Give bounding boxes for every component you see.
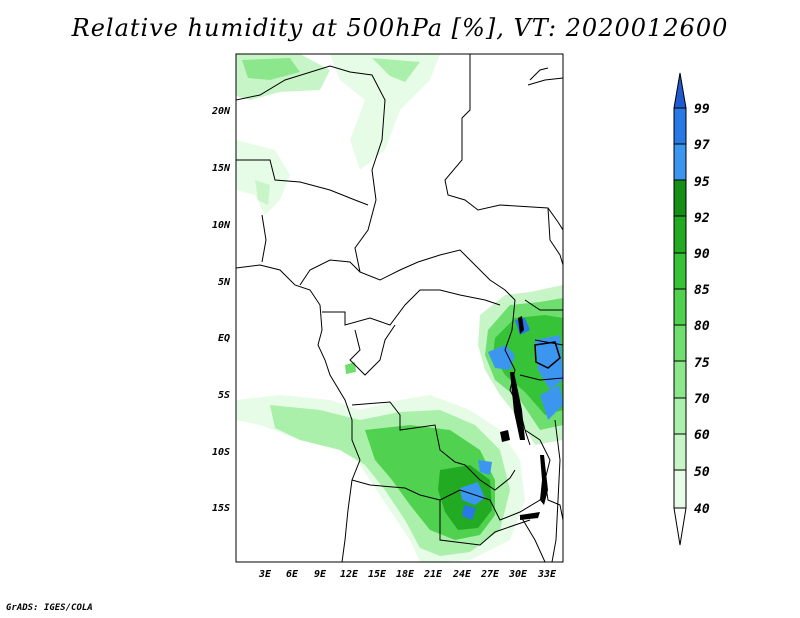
lat-tick-label: EQ	[218, 333, 230, 344]
humidity-area-north-streak	[330, 54, 440, 170]
colorbar-label: 70	[694, 392, 710, 407]
border-congo-1	[322, 289, 501, 326]
colorbar-segment	[673, 288, 687, 326]
lake-mweru	[500, 430, 510, 442]
humidity-area-west-streak-core	[255, 180, 270, 205]
border-angola-south	[351, 479, 531, 546]
humidity-area-great-lakes-blue4	[540, 385, 563, 420]
colorbar-label: 80	[694, 319, 710, 334]
humidity-shading	[236, 54, 563, 562]
border-congo-2	[349, 324, 396, 376]
lat-tick-label: 5S	[218, 390, 230, 401]
colorbar-segment	[673, 215, 687, 254]
longitude-axis: 3E 6E 9E 12E 15E 18E 21E 24E 27E 30E 33E	[258, 569, 557, 580]
colorbar-label: 50	[694, 465, 710, 480]
humidity-area-small-patch	[345, 362, 356, 374]
lat-tick-label: 10S	[212, 447, 230, 458]
border-sahel	[236, 159, 369, 206]
lon-tick-label: 9E	[314, 569, 327, 580]
colorbar-labels: 99 97 95 92 90 85 80 75 70 60 50 40	[694, 102, 710, 517]
lake-tanganyika	[510, 372, 525, 440]
border-north-2	[444, 54, 563, 231]
colorbar-label: 97	[694, 138, 710, 153]
lon-tick-label: 15E	[368, 569, 387, 580]
border-mozambique	[519, 514, 546, 562]
lon-tick-label: 18E	[396, 569, 415, 580]
humidity-area-north-streak-core	[372, 58, 420, 82]
lake-victoria	[534, 341, 561, 369]
latitude-axis: 20N 15N 10N 5N EQ 5S 10S 15S	[211, 106, 231, 514]
lake-kariba	[520, 512, 540, 520]
humidity-area-great-lakes-blue3	[535, 335, 563, 390]
colorbar-segment	[673, 469, 687, 509]
colorbar-segment	[673, 252, 687, 290]
border-horn	[527, 67, 563, 86]
humidity-area-northwest-core	[242, 58, 300, 80]
lon-tick-label: 6E	[286, 569, 299, 580]
grads-credit: GrADS: IGES/COLA	[6, 603, 93, 613]
humidity-area-great-lakes-blue1	[488, 345, 515, 370]
lon-tick-label: 30E	[508, 569, 528, 580]
border-east-coast	[551, 419, 561, 562]
colorbar-top-arrow	[673, 72, 687, 109]
border-chad-car	[354, 199, 516, 301]
colorbar-label: 85	[694, 283, 710, 298]
lat-tick-label: 20N	[211, 106, 231, 117]
humidity-area-south-blue2	[462, 505, 476, 520]
lake-malawi	[540, 455, 548, 505]
colorbar-segment	[673, 107, 687, 145]
border-north-1	[236, 65, 386, 201]
humidity-area-south-blue1	[460, 482, 485, 505]
lon-tick-label: 33E	[537, 569, 557, 580]
colorbar-segment	[673, 143, 687, 181]
colorbar-label: 40	[694, 502, 710, 517]
colorbar-label: 60	[694, 428, 710, 443]
lat-tick-label: 10N	[212, 220, 231, 231]
colorbar-segment	[673, 324, 687, 362]
map-title: Relative humidity at 500hPa [%], VT: 202…	[71, 14, 729, 42]
colorbar-bottom-arrow	[673, 507, 687, 546]
lakes	[500, 316, 561, 520]
border-sudan-east	[547, 207, 563, 266]
border-nigeria	[261, 214, 361, 286]
lon-tick-label: 3E	[258, 569, 272, 580]
lat-tick-label: 15N	[212, 163, 231, 174]
humidity-area-west-streak	[236, 140, 290, 215]
coastline-west	[236, 264, 361, 562]
colorbar-label: 90	[694, 247, 710, 262]
colorbar-label: 95	[694, 175, 710, 190]
lon-tick-label: 21E	[423, 569, 443, 580]
colorbar-segment	[673, 360, 687, 399]
humidity-area-south-blue3	[478, 460, 492, 475]
map-frame	[235, 53, 564, 563]
lon-tick-label: 24E	[452, 569, 472, 580]
colorbar-segment	[673, 397, 687, 435]
lon-tick-label: 27E	[480, 569, 500, 580]
lat-tick-label: 5N	[218, 277, 231, 288]
colorbar-segment	[673, 179, 687, 217]
lon-tick-label: 12E	[340, 569, 359, 580]
border-angola	[351, 401, 516, 491]
colorbar-label: 75	[694, 356, 710, 371]
lake-albert	[518, 316, 524, 334]
colorbar-segment	[673, 433, 687, 471]
colorbar-label: 92	[694, 211, 710, 226]
colorbar	[673, 72, 687, 546]
lat-tick-label: 15S	[212, 503, 230, 514]
colorbar-label: 99	[694, 102, 710, 117]
